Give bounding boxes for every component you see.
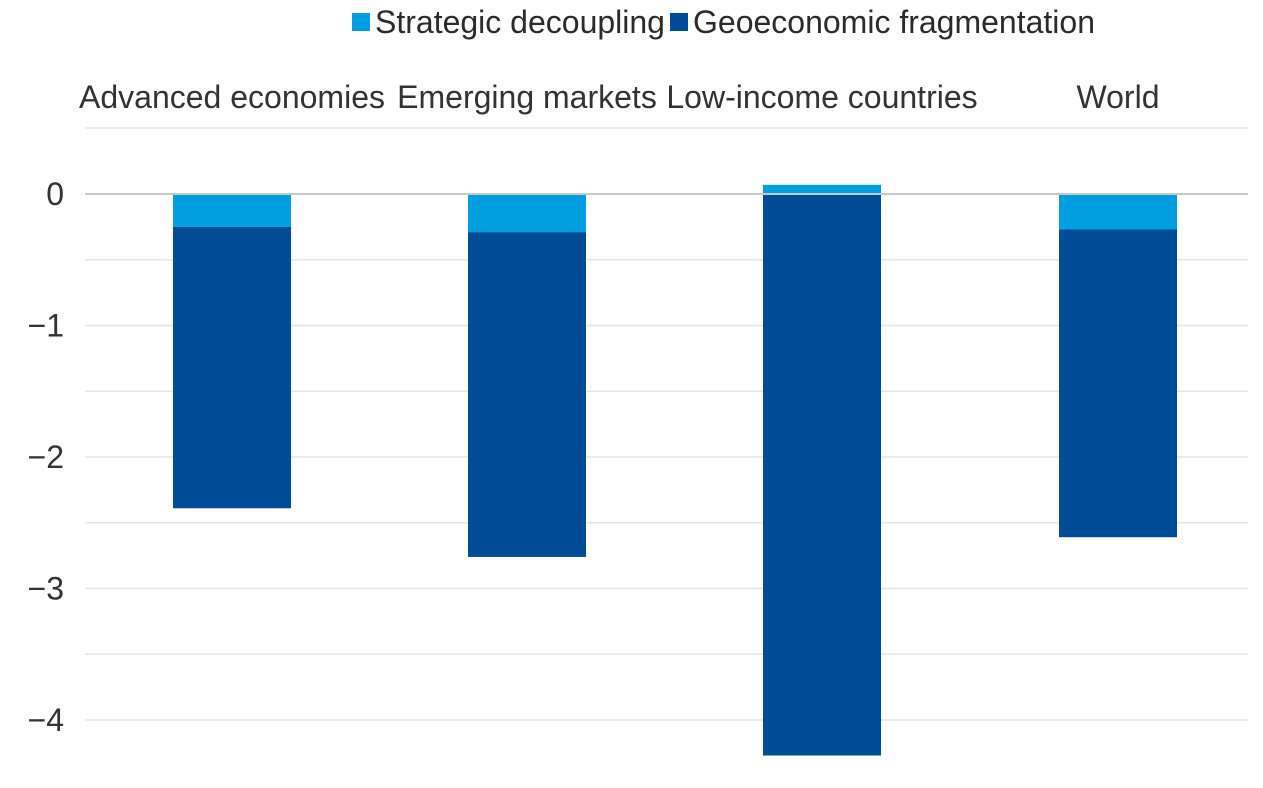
legend-label: Geoeconomic fragmentation — [693, 4, 1095, 40]
category-label: Advanced economies — [79, 79, 385, 115]
bar-segment — [763, 184, 881, 194]
bar-segment — [173, 226, 291, 509]
legend-item: Geoeconomic fragmentation — [670, 4, 1095, 40]
legend-item: Strategic decoupling — [352, 4, 665, 40]
legend: Strategic decoupling Geoeconomic fragment… — [352, 4, 1095, 40]
bar-segment — [1059, 194, 1177, 230]
y-tick-label: −1 — [28, 308, 64, 344]
bars — [173, 184, 1177, 756]
bar-segment — [468, 232, 586, 557]
legend-swatch — [352, 13, 370, 31]
category-label: World — [1077, 79, 1160, 115]
category-label: Low-income countries — [666, 79, 977, 115]
category-label: Emerging markets — [397, 79, 657, 115]
bar-segment — [1059, 229, 1177, 538]
bar-segment — [173, 194, 291, 227]
legend-label: Strategic decoupling — [375, 4, 665, 40]
category-labels: Advanced economies Emerging markets Low-in… — [79, 79, 1159, 115]
y-tick-label: 0 — [46, 176, 64, 212]
y-tick-label: −4 — [28, 702, 64, 738]
y-tick-label: −2 — [28, 439, 64, 475]
bar-segment — [468, 194, 586, 233]
y-tick-label: −3 — [28, 571, 64, 607]
legend-swatch — [670, 13, 688, 31]
y-axis-tick-labels: 0 −1 −2 −3 −4 — [28, 176, 64, 738]
bar-segment — [763, 194, 881, 756]
